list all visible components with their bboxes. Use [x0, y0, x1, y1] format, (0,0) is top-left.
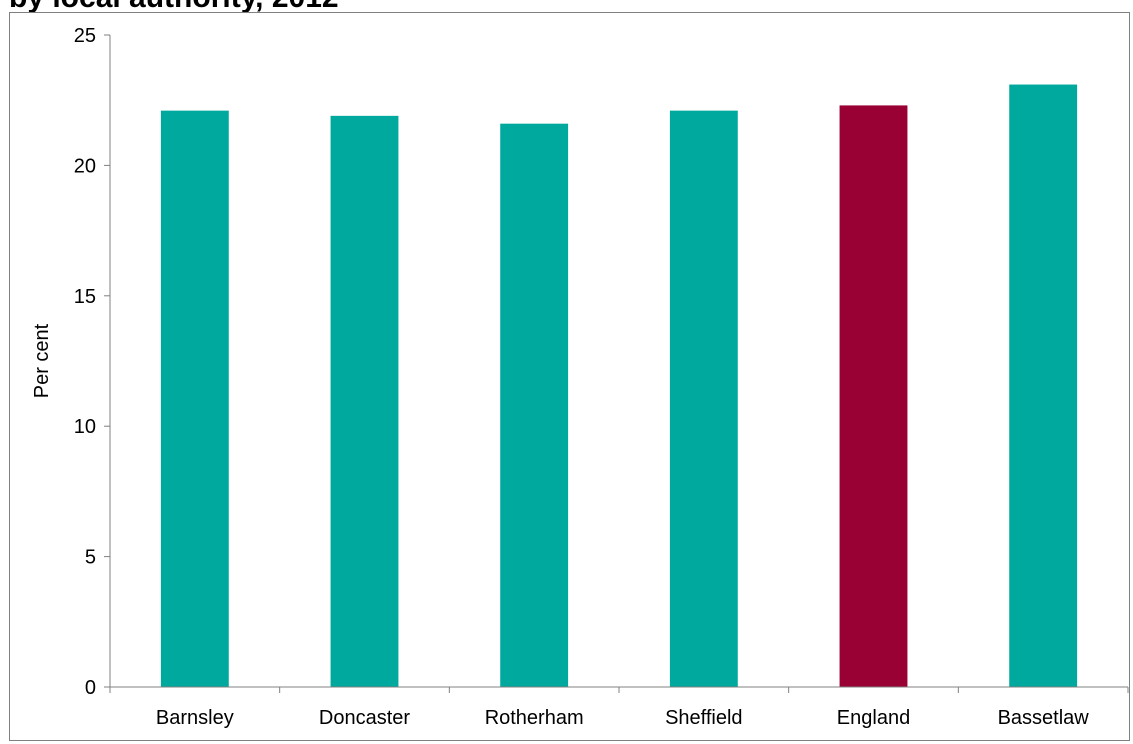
y-tick-label: 5 [85, 547, 96, 569]
bar-barnsley [160, 110, 229, 687]
y-tick-label: 10 [74, 416, 96, 438]
y-tick-label: 25 [74, 25, 96, 47]
x-tick-label: Sheffield [665, 707, 742, 729]
x-tick-label: Barnsley [156, 707, 234, 729]
bars-group [160, 84, 1078, 687]
x-tick-label: Bassetlaw [998, 707, 1090, 729]
x-tick-label: England [837, 707, 910, 729]
bar-doncaster [330, 115, 399, 687]
bar-england [839, 105, 908, 687]
x-tick-label: Rotherham [485, 707, 584, 729]
bar-rotherham [500, 123, 569, 687]
y-tick-label: 0 [85, 677, 96, 699]
y-axis-ticks: 0 5 10 15 20 25 [74, 25, 110, 699]
chart-area-border [9, 12, 1130, 741]
chart-title: by local authority, 2012 [9, 0, 339, 14]
bar-sheffield [669, 110, 738, 687]
y-axis-label: Per cent [31, 323, 53, 398]
bar-bassetlaw [1009, 84, 1078, 687]
y-tick-label: 15 [74, 286, 96, 308]
x-axis-ticks: Barnsley Doncaster Rotherham Sheffield Engla… [109, 687, 1129, 729]
x-tick-label: Doncaster [319, 707, 410, 729]
y-tick-label: 20 [74, 155, 96, 177]
